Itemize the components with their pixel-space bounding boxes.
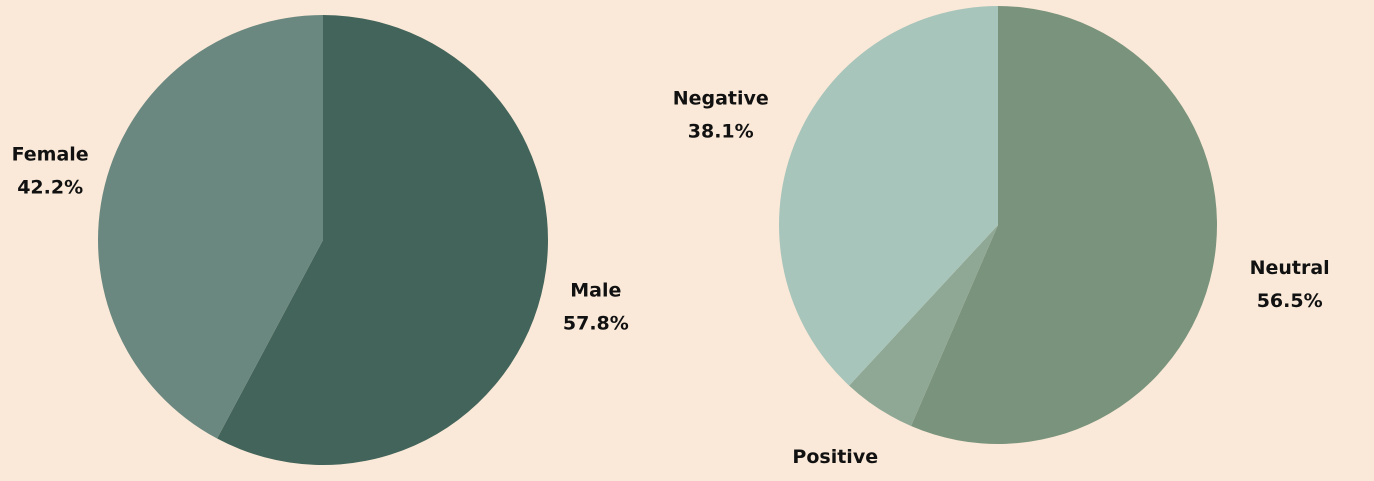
pie-slice [849, 225, 998, 426]
pie-slice [217, 15, 548, 465]
slice-percent: 5.4% [809, 479, 862, 481]
slice-name: Female [12, 143, 89, 165]
slice-percent: 57.8% [563, 313, 629, 335]
slice-percent: 42.2% [17, 176, 83, 198]
slice-percent: 56.5% [1257, 290, 1323, 312]
pie-slice [911, 6, 1217, 444]
slice-name: Male [570, 280, 621, 302]
slice-name: Neutral [1250, 257, 1330, 279]
slice-name: Negative [673, 88, 769, 110]
slice-percent: 38.1% [688, 121, 754, 143]
slice-name: Positive [792, 446, 878, 468]
pie-slice [779, 6, 998, 386]
pie-slice [98, 15, 323, 439]
